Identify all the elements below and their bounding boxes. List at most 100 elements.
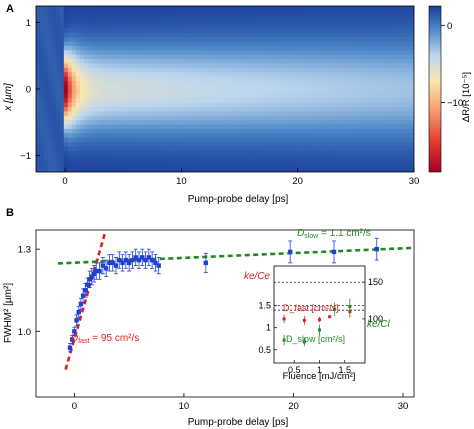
heatmap-cell: [187, 75, 192, 81]
heatmap-xtick-label: 10: [176, 176, 187, 187]
heatmap-cell: [230, 27, 236, 33]
heatmap-cell: [334, 67, 339, 73]
heatmap-cell: [131, 93, 137, 99]
heatmap-cell: [390, 14, 395, 20]
heatmap-cell: [179, 19, 184, 25]
heatmap-cell: [147, 62, 152, 68]
heatmap-cell: [191, 110, 196, 116]
heatmap-cell: [286, 40, 292, 46]
heatmap-cell: [298, 102, 304, 108]
heatmap-cell: [139, 71, 145, 77]
data-point: [97, 268, 102, 274]
heatmap-cell: [294, 158, 300, 164]
heatmap-cell: [250, 58, 256, 64]
heatmap-cell: [394, 102, 399, 108]
heatmap-cell: [103, 6, 109, 11]
inset-dfast-point: [282, 317, 286, 321]
heatmap-cell: [298, 32, 304, 38]
heatmap-cell: [370, 97, 375, 103]
heatmap-cell: [187, 45, 192, 51]
heatmap-cell: [290, 137, 296, 143]
heatmap-cell: [294, 80, 300, 86]
heatmap-cell: [191, 163, 196, 169]
heatmap-cell: [167, 102, 172, 108]
heatmap-cell: [310, 102, 316, 108]
heatmap-cell: [36, 19, 41, 25]
heatmap-cell: [258, 80, 264, 86]
heatmap-cell: [111, 10, 117, 16]
heatmap-cell: [147, 80, 152, 86]
heatmap-cell: [270, 6, 276, 11]
heatmap-cell: [55, 80, 61, 86]
heatmap-cell: [322, 23, 328, 29]
heatmap-cell: [394, 67, 399, 73]
heatmap-cell: [115, 137, 121, 143]
heatmap-cell: [398, 123, 403, 129]
heatmap-cell: [75, 93, 81, 99]
heatmap-cell: [366, 110, 371, 116]
heatmap-cell: [262, 158, 268, 164]
heatmap-cell: [39, 62, 45, 68]
heatmap-cell: [226, 106, 232, 112]
heatmap-cell: [306, 163, 312, 169]
heatmap-cell: [318, 84, 324, 90]
heatmap-cell: [67, 80, 73, 86]
heatmap-cell: [191, 93, 196, 99]
heatmap-cell: [95, 106, 101, 112]
heatmap-cell: [410, 32, 414, 38]
heatmap-cell: [111, 110, 117, 116]
heatmap-cell: [143, 58, 149, 64]
heatmap-cell: [282, 6, 288, 11]
heatmap-cell: [362, 23, 367, 29]
heatmap-cell: [330, 154, 336, 160]
heatmap-cell: [350, 40, 355, 46]
heatmap-cell: [226, 128, 232, 134]
heatmap-cell: [290, 150, 296, 156]
heatmap-cell: [386, 10, 391, 16]
heatmap-cell: [306, 158, 312, 164]
heatmap-cell: [342, 84, 347, 90]
heatmap-cell: [179, 158, 184, 164]
heatmap-cell: [139, 54, 145, 60]
heatmap-cell: [87, 14, 93, 20]
heatmap-cell: [350, 89, 355, 94]
heatmap-cell: [398, 45, 403, 51]
heatmap-cell: [83, 97, 89, 103]
heatmap-cell: [215, 89, 220, 94]
heatmap-cell: [151, 23, 156, 29]
heatmap-cell: [266, 150, 272, 156]
heatmap-cell: [262, 84, 268, 90]
heatmap-cell: [47, 97, 53, 103]
heatmap-cell: [338, 102, 343, 108]
data-point: [117, 257, 122, 263]
heatmap-cell: [207, 40, 212, 46]
heatmap-cell: [354, 158, 359, 164]
heatmap-cell: [103, 132, 109, 138]
inset-dslow-point: [318, 328, 321, 332]
heatmap-cell: [250, 80, 256, 86]
heatmap-cell: [290, 75, 296, 81]
heatmap-cell: [246, 6, 252, 11]
heatmap-cell: [79, 80, 85, 86]
heatmap-cell: [171, 137, 176, 143]
heatmap-cell: [95, 154, 101, 160]
heatmap-cell: [262, 128, 268, 134]
heatmap-cell: [127, 150, 133, 156]
heatmap-cell: [59, 67, 65, 73]
heatmap-cell: [71, 58, 77, 64]
heatmap-cell: [238, 6, 244, 11]
heatmap-cell: [334, 54, 339, 60]
heatmap-cell: [131, 150, 137, 156]
inset-ytick-left-label: 0.5: [258, 345, 271, 355]
heatmap-cell: [36, 49, 41, 55]
heatmap-cell: [67, 14, 73, 20]
heatmap-cell: [346, 23, 351, 29]
heatmap-cell: [302, 150, 308, 156]
heatmap-cell: [370, 67, 375, 73]
heatmap-cell: [219, 45, 224, 51]
heatmap-cell: [382, 137, 387, 143]
heatmap-cell: [302, 19, 308, 25]
heatmap-cell: [366, 163, 371, 169]
heatmap-cell: [394, 80, 399, 86]
heatmap-cell: [230, 58, 236, 64]
